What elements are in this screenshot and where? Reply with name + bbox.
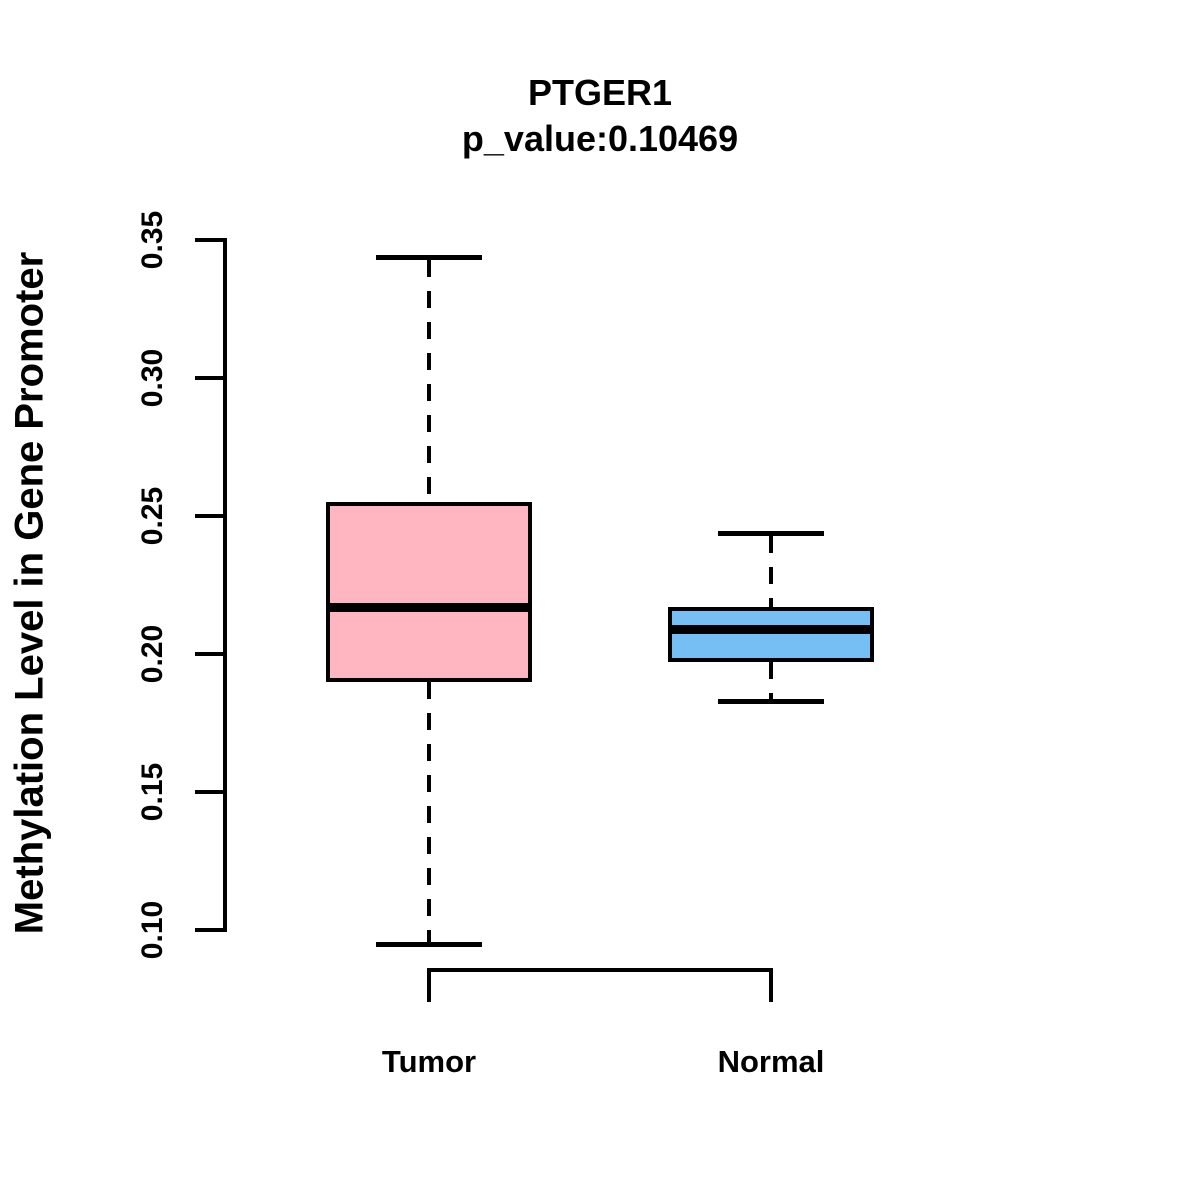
x-category-label-normal: Normal <box>717 1044 825 1079</box>
chart-title: PTGER1 <box>527 72 673 113</box>
whisker-upper-tumor <box>427 259 431 503</box>
whisker-lower-normal <box>769 662 773 699</box>
y-tick-label: 0.15 <box>136 762 169 822</box>
median-line-tumor <box>326 603 532 613</box>
x-axis-bracket <box>427 968 773 972</box>
whisker-cap-upper-normal <box>718 530 824 536</box>
iqr-box-tumor <box>326 502 532 682</box>
median-line-normal <box>668 625 874 635</box>
title-block: PTGER1 p_value:0.10469 <box>0 70 1200 162</box>
whisker-cap-lower-normal <box>718 698 824 704</box>
y-tick-mark <box>195 652 223 656</box>
whisker-lower-tumor <box>427 681 431 942</box>
whisker-upper-normal <box>769 535 773 608</box>
iqr-box-normal <box>668 607 874 663</box>
y-tick-mark <box>195 376 223 380</box>
y-tick-label: 0.25 <box>136 486 169 546</box>
y-tick-mark <box>195 928 223 932</box>
whisker-cap-upper-tumor <box>376 254 482 260</box>
chart-subtitle: p_value:0.10469 <box>461 118 739 159</box>
y-tick-mark <box>195 790 223 794</box>
y-tick-mark <box>195 238 223 242</box>
y-tick-label: 0.35 <box>136 210 169 270</box>
whisker-cap-lower-tumor <box>376 941 482 947</box>
y-axis-line <box>223 238 227 932</box>
x-category-label-tumor: Tumor <box>381 1044 477 1079</box>
y-axis-label: Methylation Level in Gene Promoter <box>7 251 52 935</box>
y-tick-label: 0.30 <box>136 348 169 408</box>
y-tick-label: 0.20 <box>136 624 169 684</box>
x-axis-bracket-tick-normal <box>769 968 773 1002</box>
y-tick-mark <box>195 514 223 518</box>
x-axis-bracket-tick-tumor <box>427 968 431 1002</box>
y-tick-label: 0.10 <box>136 900 169 960</box>
